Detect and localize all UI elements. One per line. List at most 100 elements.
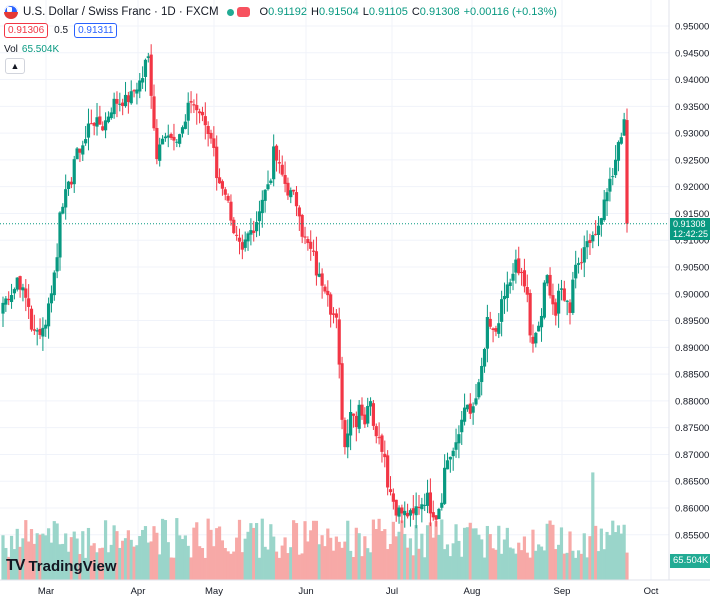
candle-body <box>437 508 441 520</box>
volume-bar <box>84 557 88 580</box>
volume-bar <box>217 526 222 580</box>
market-status-icon[interactable] <box>226 8 234 16</box>
candle-body <box>112 98 116 115</box>
candle-body <box>471 406 475 413</box>
candle-body <box>465 404 470 410</box>
candle-body <box>283 175 287 184</box>
candle-body <box>203 116 207 126</box>
volume-bar <box>525 552 529 580</box>
candle-body <box>616 142 621 161</box>
candle-body <box>186 102 190 121</box>
ohlc-low-label: L <box>362 6 369 18</box>
volume-bar <box>497 525 501 580</box>
symbol-title[interactable]: U.S. Dollar / Swiss Franc · 1D · FXCM <box>23 6 219 18</box>
volume-bar <box>511 548 515 580</box>
candle-body <box>123 94 128 107</box>
candle-body <box>491 328 495 330</box>
volume-bar <box>129 539 133 580</box>
candle-body <box>554 302 558 316</box>
volume-bar <box>178 535 182 580</box>
volume-bar <box>292 520 296 580</box>
volume-bar <box>143 526 148 580</box>
volume-bar <box>334 536 338 580</box>
volume-bar <box>169 557 173 580</box>
candle-body <box>522 270 527 287</box>
volume-bar <box>272 536 276 580</box>
buy-button[interactable]: 0.91311 <box>74 23 118 38</box>
volume-bar <box>314 520 319 580</box>
candle-body <box>95 117 99 127</box>
price-tick-label: 0.93500 <box>675 102 709 113</box>
volume-bar <box>41 533 45 580</box>
volume-bar <box>585 557 589 580</box>
candle-body <box>132 90 136 92</box>
volume-bar <box>101 547 105 580</box>
volume-bar <box>502 539 507 580</box>
change-value: +0.00116 (+0.13%) <box>463 6 557 18</box>
candle-body <box>226 195 230 201</box>
collapse-legend-button[interactable]: ▲ <box>5 58 25 74</box>
volume-bar <box>357 533 361 580</box>
volume-bar <box>517 542 521 580</box>
candle-body <box>29 308 34 330</box>
visibility-icon[interactable] <box>236 7 250 17</box>
candle-body <box>557 290 561 314</box>
candle-body <box>331 313 336 315</box>
volume-bar <box>434 520 438 580</box>
candle-body <box>272 146 276 180</box>
volume-bar <box>571 550 575 580</box>
candle-body <box>611 176 615 178</box>
candle-body <box>217 177 222 184</box>
volume-bar <box>64 533 68 580</box>
volume-bar <box>602 549 606 580</box>
volume-bar <box>411 555 415 580</box>
volume-bar <box>474 528 478 580</box>
candle-body <box>548 274 552 296</box>
volume-bar <box>29 529 34 580</box>
volume-bar <box>480 539 484 580</box>
candle-body <box>394 499 398 516</box>
volume-bar <box>92 543 96 580</box>
time-axis: Mar Apr May Jun Jul Aug Sep Oct <box>38 586 659 597</box>
volume-bar <box>294 523 299 580</box>
volume-bar <box>49 542 54 580</box>
candle-body <box>602 199 606 221</box>
candle-body <box>505 284 509 299</box>
time-tick-label: Mar <box>38 586 54 597</box>
volume-bar <box>559 527 564 580</box>
volume-bar <box>98 548 102 580</box>
volume-bar <box>414 525 418 580</box>
price-tick-label: 0.94000 <box>675 75 709 86</box>
volume-bar <box>109 544 113 580</box>
sell-button[interactable]: 0.91306 <box>4 23 49 38</box>
candle-body <box>605 192 609 202</box>
candle-body <box>377 437 381 439</box>
volume-bar <box>66 551 71 580</box>
candle-body <box>277 162 281 164</box>
candle-body <box>386 455 390 488</box>
ohlc-close-value: 0.91308 <box>419 6 460 18</box>
ohlc-high-value: 0.91504 <box>319 6 359 18</box>
volume-bar <box>368 552 373 580</box>
volume-bar <box>500 553 504 580</box>
volume-bar <box>160 518 165 580</box>
brand-logo[interactable]: TV TradingView <box>6 557 117 575</box>
volume-bar <box>24 520 28 580</box>
volume-legend[interactable]: Vol 65.504K <box>4 44 59 55</box>
candle-body <box>292 189 296 192</box>
candle-body <box>263 189 267 201</box>
ohlc-open-value: 0.91192 <box>268 6 308 18</box>
candle-body <box>514 259 518 273</box>
time-tick-label: Sep <box>554 586 571 597</box>
candle-body <box>243 239 247 248</box>
brand-name: TradingView <box>28 557 117 575</box>
candle-body <box>545 275 549 284</box>
volume-bar <box>289 547 293 580</box>
candle-body <box>254 222 259 232</box>
candle-body <box>417 506 421 509</box>
candle-body <box>212 138 216 148</box>
volume-bar <box>317 544 321 580</box>
volume-bar <box>115 531 119 580</box>
